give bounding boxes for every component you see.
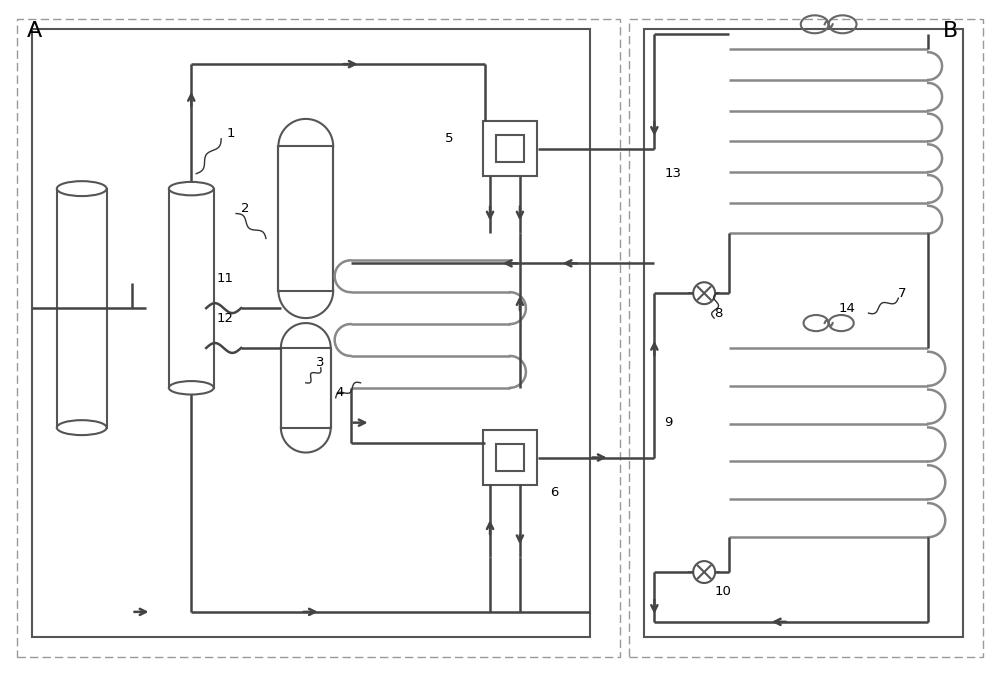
Bar	[281, 348, 331, 428]
Bar	[17, 19, 620, 657]
Text: 6: 6	[550, 486, 558, 499]
Text: 13: 13	[664, 167, 681, 180]
Bar	[483, 430, 537, 485]
Bar	[629, 19, 983, 657]
Ellipse shape	[57, 420, 107, 435]
Bar	[32, 29, 590, 637]
Bar	[496, 135, 524, 163]
Text: 1: 1	[226, 127, 235, 140]
Text: 3: 3	[316, 357, 324, 370]
Ellipse shape	[169, 182, 214, 195]
Text: 12: 12	[216, 312, 233, 325]
Text: 14: 14	[839, 302, 855, 315]
Bar	[496, 444, 524, 471]
Ellipse shape	[169, 381, 214, 395]
Bar	[278, 146, 333, 291]
Text: 11: 11	[216, 272, 233, 285]
Text: 8: 8	[714, 306, 722, 319]
Bar	[57, 188, 107, 428]
Text: 2: 2	[241, 202, 250, 215]
Text: 10: 10	[714, 586, 731, 599]
Bar	[483, 121, 537, 176]
Text: 9: 9	[664, 416, 673, 429]
Bar	[644, 29, 963, 637]
Text: 4: 4	[336, 386, 344, 399]
Bar	[169, 188, 214, 388]
Text: B: B	[943, 21, 958, 41]
Text: 5: 5	[445, 132, 454, 145]
Text: 7: 7	[898, 287, 907, 300]
Ellipse shape	[57, 181, 107, 196]
Text: A: A	[27, 21, 42, 41]
